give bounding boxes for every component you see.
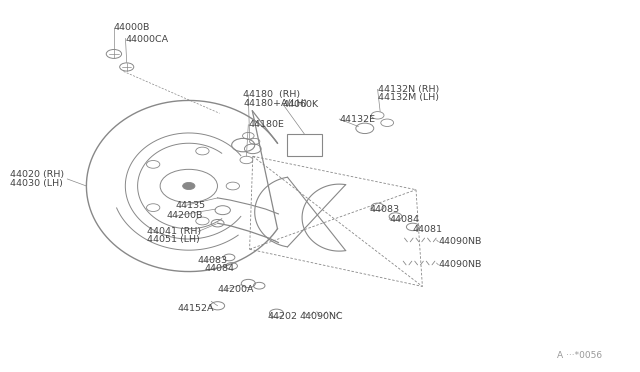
Text: 44020 (RH): 44020 (RH): [10, 170, 64, 179]
Text: A ···*0056: A ···*0056: [557, 351, 602, 360]
Text: 44135: 44135: [176, 201, 206, 210]
Text: 44132N (RH): 44132N (RH): [378, 85, 439, 94]
Circle shape: [182, 182, 195, 190]
Text: 44051 (LH): 44051 (LH): [147, 235, 200, 244]
Text: 44090NC: 44090NC: [300, 312, 343, 321]
Text: 44000B: 44000B: [114, 23, 150, 32]
Text: 44180E: 44180E: [248, 120, 284, 129]
Text: 44132E: 44132E: [339, 115, 375, 124]
Text: 44090NB: 44090NB: [438, 237, 482, 246]
Text: 44180+A(LH): 44180+A(LH): [243, 99, 307, 108]
Text: 44132M (LH): 44132M (LH): [378, 93, 438, 102]
Text: 44200A: 44200A: [218, 285, 254, 294]
Text: 44084: 44084: [389, 215, 419, 224]
Text: 44041 (RH): 44041 (RH): [147, 227, 202, 236]
Text: 44200B: 44200B: [166, 211, 203, 220]
Text: 44084: 44084: [205, 264, 235, 273]
Text: 44152A: 44152A: [178, 304, 214, 313]
Text: 44202: 44202: [268, 312, 298, 321]
Text: 44060K: 44060K: [283, 100, 319, 109]
Text: 44090NB: 44090NB: [438, 260, 482, 269]
Text: 44180  (RH): 44180 (RH): [243, 90, 300, 99]
Text: 44000CA: 44000CA: [125, 35, 168, 44]
Text: 44030 (LH): 44030 (LH): [10, 179, 63, 187]
Text: 44081: 44081: [413, 225, 443, 234]
Text: 44083: 44083: [197, 256, 227, 265]
Bar: [287, 134, 322, 156]
Text: 44083: 44083: [370, 205, 400, 214]
